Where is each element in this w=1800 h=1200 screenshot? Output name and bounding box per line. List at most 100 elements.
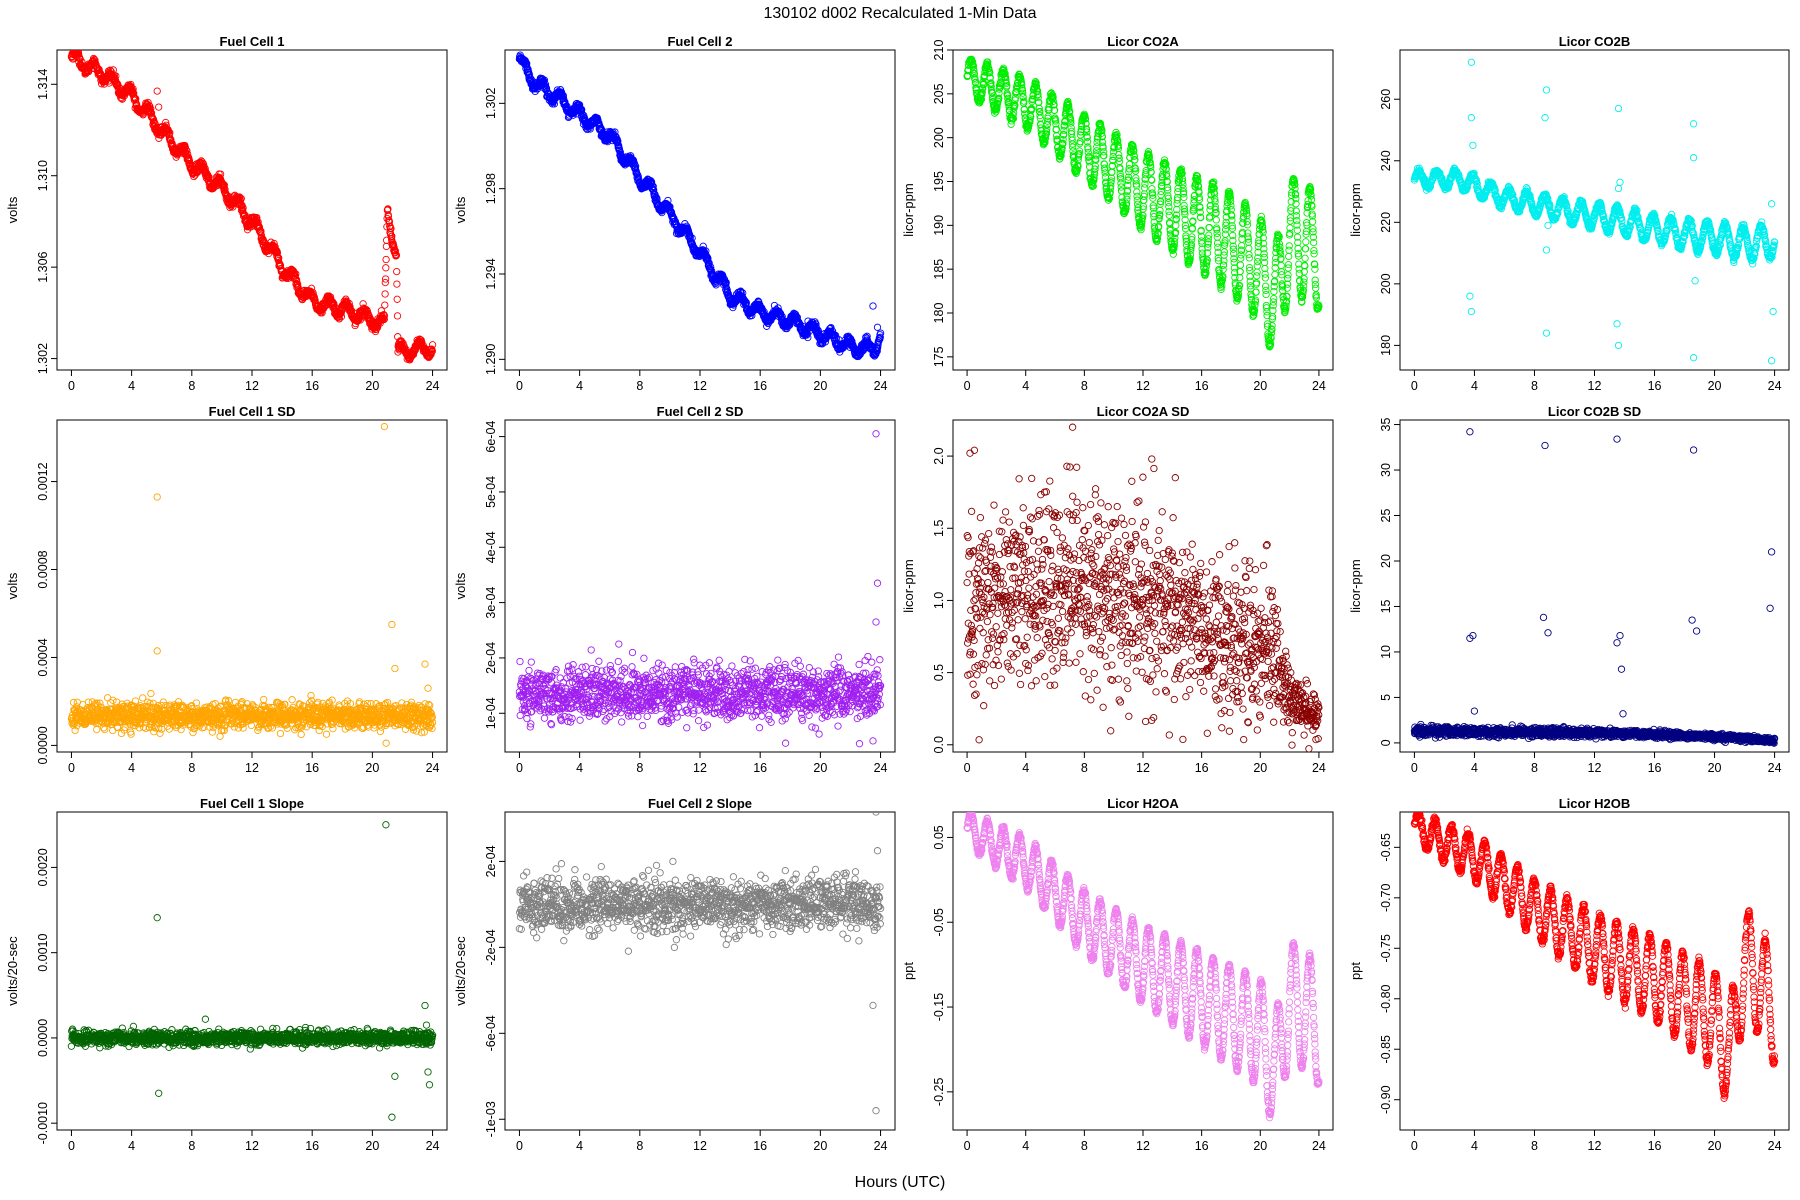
data-point [1231,268,1239,277]
data-point [1029,95,1037,103]
data-point [970,67,978,75]
data-point [1230,264,1239,272]
data-point [1165,211,1173,219]
data-point [1115,151,1123,159]
data-point [1043,125,1051,133]
data-point [1228,224,1237,233]
data-point [1252,279,1261,287]
data-point [1132,177,1140,185]
data-point [1310,246,1318,255]
data-point [1253,257,1262,266]
data-point [984,61,992,70]
data-point [1145,154,1154,162]
data-point [382,264,390,272]
x-tick-label: 0 [516,379,523,393]
data-point [1220,257,1228,265]
data-point [1163,183,1172,192]
data-point [1253,268,1261,276]
data-point [380,312,389,320]
data-point [1065,104,1073,112]
data-point [1303,221,1311,229]
data-point [147,109,156,117]
data-point [1107,182,1115,190]
data-point [1018,81,1026,89]
data-point [1299,286,1307,294]
data-point [1085,152,1093,161]
data-point [1064,97,1072,106]
y-tick-label: 200 [932,127,946,148]
data-point [1270,282,1278,291]
data-point [292,270,300,278]
data-point [1236,273,1244,282]
data-point [1293,233,1302,241]
data-point [1285,252,1293,261]
panel-title: Fuel Cell 2 [667,34,732,49]
data-point [1284,274,1292,283]
data-point [1180,205,1189,213]
data-point [201,164,209,173]
data-point [1164,186,1172,194]
data-point [1149,204,1158,212]
data-point [1178,174,1187,183]
x-tick-label: 16 [1195,379,1209,393]
data-point [1032,79,1040,87]
data-point [91,56,99,64]
data-point [380,310,388,319]
data-point [255,222,263,230]
data-point [1106,184,1115,193]
data-point [1069,151,1078,159]
data-point [1228,222,1236,230]
data-point [1050,101,1058,109]
data-point [1219,265,1227,274]
data-point [1083,133,1091,142]
data-point [1092,147,1101,155]
plot-frame [56,49,448,371]
data-point [1243,217,1251,226]
y-tick-label: 260 [1379,89,1393,110]
data-point [1163,172,1171,180]
data-point [165,132,173,140]
data-point [381,290,389,298]
data-point [1263,311,1271,320]
data-point [1290,178,1299,186]
data-point [1099,148,1108,156]
data-point [1174,184,1182,193]
data-point [1229,242,1237,250]
data-point [1159,170,1167,179]
data-point [1235,284,1243,293]
x-tick-label: 4 [576,379,583,393]
data-point [968,57,976,65]
data-point [1294,244,1302,253]
data-point [1295,269,1303,278]
data-point [165,128,173,136]
data-point [1032,82,1041,90]
y-tick-label: 1.302 [484,88,498,119]
data-point [1237,246,1246,255]
data-point [1125,168,1133,176]
data-point [183,147,191,155]
data-point [1263,320,1272,328]
y-axis-label: licor-ppm [1348,183,1363,236]
data-point [1262,304,1271,312]
data-point [1162,165,1170,173]
x-tick-label: 12 [245,379,259,393]
data-point [1123,192,1131,200]
y-tick-label: 195 [932,171,946,192]
y-tick-label: 180 [1379,335,1393,356]
data-point [1147,168,1155,176]
data-point [1110,142,1118,151]
data-point [1221,226,1230,234]
data-point [1247,290,1255,298]
data-point [1312,284,1320,292]
data-point [1197,232,1206,241]
data-point [1179,184,1187,193]
data-point [1019,93,1027,101]
data-point [995,94,1003,102]
data-point [594,116,602,124]
data-point [987,79,995,87]
x-tick-label: 16 [753,379,767,393]
data-point [1114,137,1122,145]
data-point [1179,188,1188,196]
data-point [75,50,83,59]
